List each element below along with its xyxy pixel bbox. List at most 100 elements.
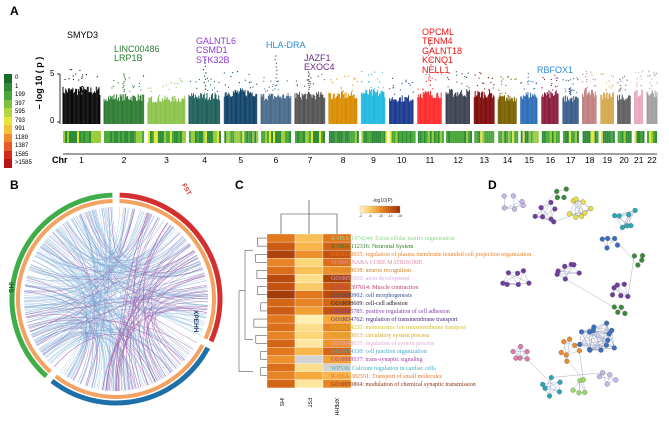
- snp-point: [641, 75, 643, 77]
- snp-point: [354, 77, 356, 79]
- snp-peak-point: [275, 84, 278, 86]
- density-cell: [417, 131, 420, 143]
- snp-peak-point: [568, 90, 570, 93]
- chord-link: [102, 290, 208, 391]
- snp-point: [422, 88, 424, 90]
- heatmap-legend-tick: -2: [359, 214, 363, 218]
- snp-peak-point: [429, 39, 431, 41]
- snp-point: [543, 78, 546, 81]
- density-cell: [122, 131, 125, 143]
- density-cell: [136, 131, 139, 143]
- network-edge: [542, 384, 560, 393]
- density-cell: [474, 131, 477, 143]
- network-node: [542, 385, 548, 391]
- network-node: [614, 282, 620, 288]
- gene-label: HLA-DRA: [266, 40, 306, 50]
- go-term: R-HSA-1474244: Extracellular matrix orga…: [331, 236, 455, 242]
- snp-peak-point: [308, 88, 310, 91]
- density-strip-11: [417, 131, 444, 143]
- snp-point: [499, 92, 501, 95]
- snp-point: [618, 90, 620, 92]
- density-cell: [134, 131, 137, 143]
- snp-point: [619, 88, 621, 90]
- network-edge: [593, 330, 615, 349]
- snp-point: [189, 80, 191, 82]
- snp-point: [639, 75, 641, 78]
- snp-point: [490, 81, 492, 83]
- snp-point: [648, 70, 650, 72]
- network-node: [570, 387, 576, 393]
- fst-outer-arc: [119, 192, 223, 343]
- density-cell: [169, 131, 172, 143]
- network-edge: [593, 326, 612, 331]
- density-cell: [419, 131, 422, 143]
- density-cell: [610, 131, 613, 143]
- go-term: GO:0051050: axon development: [331, 276, 410, 283]
- network-node: [631, 253, 637, 259]
- snp-peak-point: [275, 55, 277, 57]
- snp-peak-point: [123, 73, 125, 75]
- gene-label: JAZF1: [304, 53, 331, 63]
- snp-point: [175, 87, 177, 89]
- chromosome-tick-label: 2: [121, 155, 127, 165]
- chord-link: [39, 280, 207, 350]
- snp-peak-point: [205, 85, 207, 87]
- network-node: [598, 347, 604, 353]
- density-cell: [411, 131, 414, 143]
- density-cell: [452, 131, 455, 143]
- network-node: [564, 358, 570, 364]
- snp-point: [392, 86, 394, 89]
- chord-link: [29, 228, 176, 278]
- network-edge: [593, 330, 610, 335]
- snp-point: [605, 89, 607, 91]
- snp-point: [612, 85, 614, 87]
- heatmap-cell: [294, 274, 324, 283]
- chord-link: [39, 247, 99, 388]
- snp-point: [174, 83, 176, 85]
- chord-link: [24, 291, 208, 308]
- snp-point: [625, 84, 627, 86]
- network-node: [576, 348, 582, 354]
- chord-link: [25, 217, 160, 288]
- chord-label-xpehh: XPEHH: [192, 310, 199, 333]
- snp-point: [72, 78, 75, 81]
- density-cell: [636, 131, 639, 143]
- density-cell: [653, 131, 656, 143]
- chromosome-21: [633, 70, 644, 124]
- legend-swatch: [4, 150, 12, 159]
- snp-peak-point: [82, 90, 84, 93]
- network-edge: [573, 200, 585, 214]
- network-node: [554, 194, 560, 201]
- network-node: [504, 281, 510, 288]
- chromosome-tick-label: 16: [545, 155, 556, 165]
- density-cell: [316, 131, 319, 143]
- density-cell: [254, 131, 257, 143]
- density-cell: [175, 131, 178, 143]
- chord-link: [40, 208, 134, 352]
- snp-peak-point: [429, 84, 432, 86]
- chord-link: [37, 250, 156, 383]
- density-cell: [132, 131, 135, 143]
- snp-point: [640, 85, 642, 87]
- density-cell: [126, 131, 129, 143]
- snp-point: [562, 79, 564, 81]
- heatmap-cell: [266, 274, 296, 283]
- chord-link: [24, 297, 161, 380]
- density-cell: [73, 131, 75, 143]
- density-cell: [423, 131, 426, 143]
- network-node: [580, 199, 586, 205]
- density-cell: [427, 131, 430, 143]
- network-edge: [535, 202, 552, 217]
- density-cell: [373, 131, 376, 143]
- manhattan-plot: – log 10 ( p ) 5 0 Chr 1 2 3 4 5 6 7 8 9 10 11 12 13…: [0, 0, 669, 172]
- snp-point: [411, 81, 413, 84]
- network-node: [624, 223, 630, 229]
- density-cell: [409, 131, 412, 143]
- density-cell: [346, 131, 349, 143]
- density-cell: [142, 131, 145, 143]
- gene-group-5: JAZF1 EXOC4: [304, 53, 335, 73]
- density-cell: [520, 131, 523, 143]
- density-cell: [460, 131, 463, 143]
- network-node: [632, 207, 638, 213]
- snp-point: [582, 73, 584, 76]
